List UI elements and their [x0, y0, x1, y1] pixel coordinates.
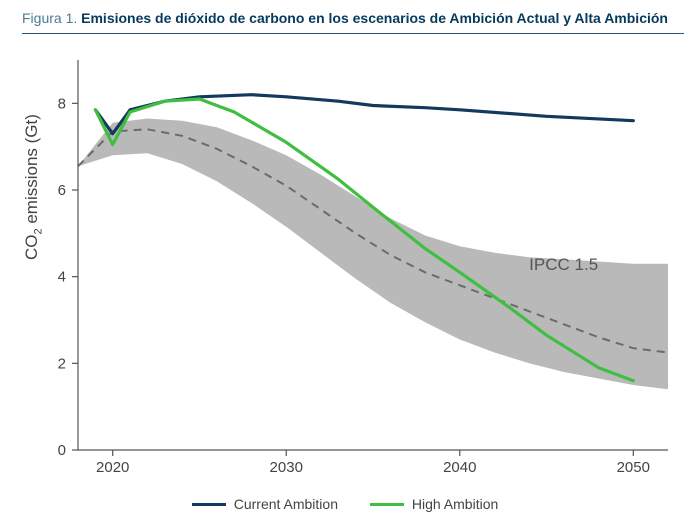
legend-item-high: High Ambition	[370, 496, 498, 512]
y-axis-label: CO2 emissions (Gt)	[22, 114, 44, 260]
ytick-label: 4	[58, 269, 66, 286]
ytick-label: 6	[58, 182, 66, 199]
title-rule	[22, 33, 684, 34]
legend-swatch-high	[370, 503, 404, 506]
xtick-label: 2050	[617, 459, 650, 476]
ytick-label: 2	[58, 355, 66, 372]
figure-title-prefix: Figura 1.	[22, 10, 81, 26]
xtick-label: 2030	[270, 459, 303, 476]
xtick-label: 2040	[443, 459, 476, 476]
figure-title-bold: Emisiones de dióxido de carbono en los e…	[81, 10, 668, 26]
legend-swatch-current	[192, 503, 226, 506]
ipcc-band	[78, 119, 668, 390]
ytick-label: 0	[58, 442, 66, 459]
figure-title: Figura 1. Emisiones de dióxido de carbon…	[22, 10, 668, 26]
legend-label-high: High Ambition	[412, 496, 498, 512]
legend-item-current: Current Ambition	[192, 496, 338, 512]
chart-svg: IPCC 1.5024682020203020402050	[78, 60, 668, 450]
legend: Current Ambition High Ambition	[0, 493, 690, 513]
ipcc-band-label: IPCC 1.5	[529, 255, 598, 274]
legend-label-current: Current Ambition	[234, 496, 338, 512]
ytick-label: 8	[58, 95, 66, 112]
xtick-label: 2020	[96, 459, 129, 476]
chart-area: IPCC 1.5024682020203020402050	[78, 60, 668, 450]
